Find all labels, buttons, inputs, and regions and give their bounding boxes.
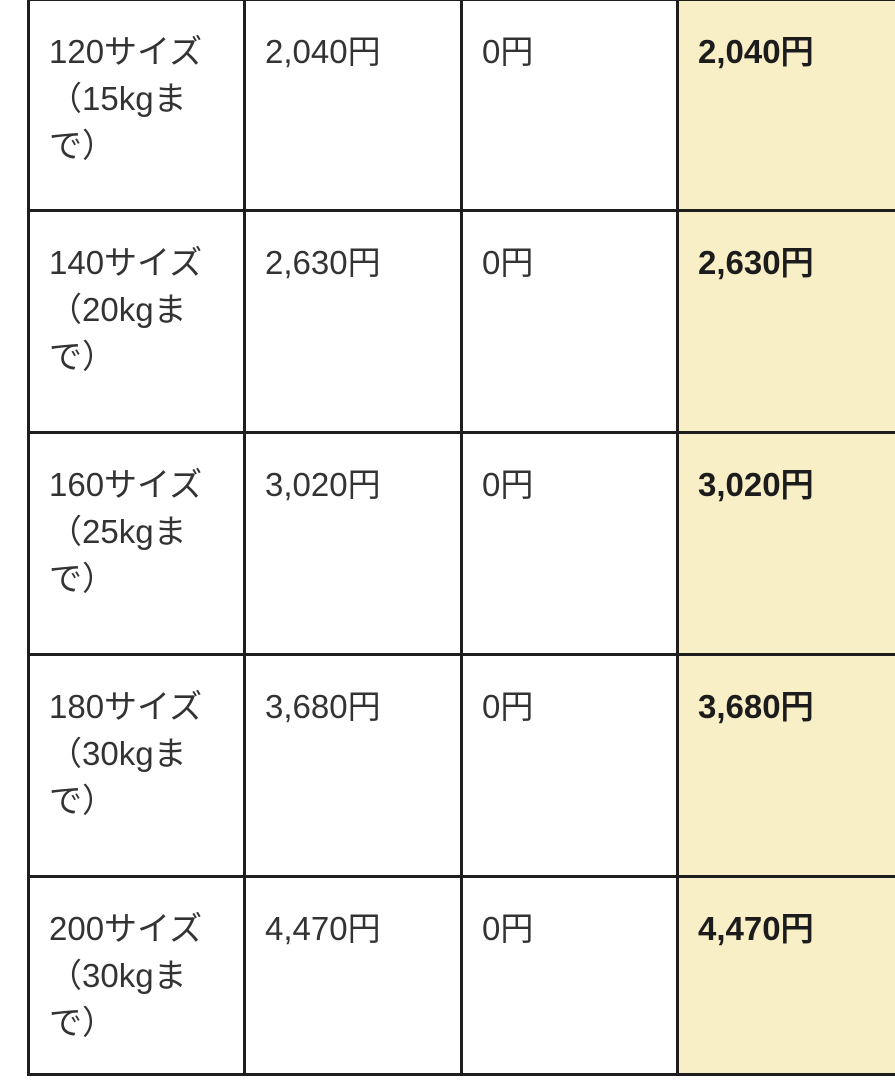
total-fee-cell: 2,040円 <box>679 1 895 209</box>
total-fee-cell: 4,470円 <box>679 878 895 1073</box>
table-row: 180サイズ （30kgま で） 3,680円 0円 3,680円 <box>30 656 895 878</box>
option-fee-cell: 0円 <box>463 434 679 653</box>
shipping-fee-cell: 3,680円 <box>246 656 463 875</box>
size-cell: 200サイズ （30kgま で） <box>30 878 246 1073</box>
shipping-fee-cell: 2,630円 <box>246 212 463 431</box>
shipping-fee-cell: 2,040円 <box>246 1 463 209</box>
pricing-table: 120サイズ （15kgま で） 2,040円 0円 2,040円 140サイズ… <box>27 0 895 1076</box>
size-cell: 160サイズ （25kgま で） <box>30 434 246 653</box>
option-fee-cell: 0円 <box>463 212 679 431</box>
size-cell: 140サイズ （20kgま で） <box>30 212 246 431</box>
table-row: 200サイズ （30kgま で） 4,470円 0円 4,470円 <box>30 878 895 1073</box>
size-cell: 120サイズ （15kgま で） <box>30 1 246 209</box>
size-cell: 180サイズ （30kgま で） <box>30 656 246 875</box>
table-row: 160サイズ （25kgま で） 3,020円 0円 3,020円 <box>30 434 895 656</box>
option-fee-cell: 0円 <box>463 656 679 875</box>
shipping-fee-cell: 3,020円 <box>246 434 463 653</box>
total-fee-cell: 2,630円 <box>679 212 895 431</box>
total-fee-cell: 3,020円 <box>679 434 895 653</box>
table-row: 140サイズ （20kgま で） 2,630円 0円 2,630円 <box>30 212 895 434</box>
option-fee-cell: 0円 <box>463 878 679 1073</box>
option-fee-cell: 0円 <box>463 1 679 209</box>
total-fee-cell: 3,680円 <box>679 656 895 875</box>
shipping-fee-cell: 4,470円 <box>246 878 463 1073</box>
table-row: 120サイズ （15kgま で） 2,040円 0円 2,040円 <box>30 1 895 212</box>
